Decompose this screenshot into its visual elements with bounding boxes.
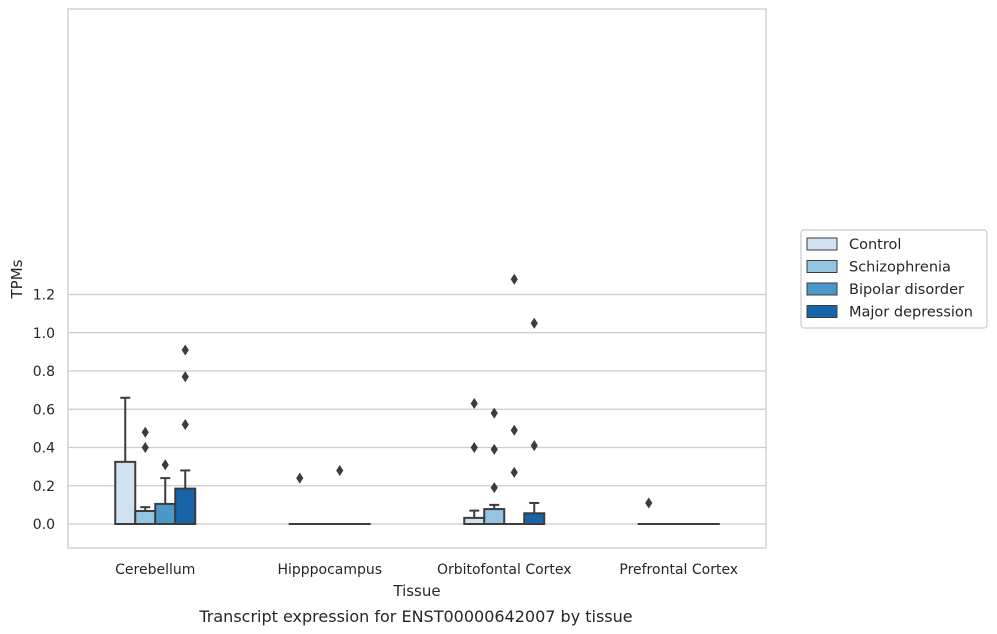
y-tick-label: 1.0 [33, 326, 55, 342]
y-tick-label: 0.0 [33, 517, 55, 533]
legend-frame [800, 229, 988, 329]
outlier-point [510, 424, 518, 436]
box-major-depression [174, 487, 197, 525]
outlier-point [470, 442, 478, 453]
x-axis-label: Tissue [392, 582, 440, 600]
legend: Control Schizophrenia Bipolar disorder Majo… [800, 229, 988, 329]
outlier-point [141, 442, 149, 453]
box-schizophrenia [483, 508, 506, 525]
y-tick-label: 1.2 [33, 288, 55, 304]
y-axis-label: TPMs [8, 259, 26, 299]
box-bipolar-disorder [154, 502, 177, 526]
y-tick-label: 0.6 [33, 402, 55, 418]
outlier-point [510, 466, 518, 478]
y-tick-label: 0.8 [33, 364, 55, 380]
legend-label: Major depression [849, 305, 973, 321]
outliers [141, 273, 653, 509]
x-tick-label: Hipppocampus [277, 562, 382, 578]
boxes [114, 396, 720, 526]
outlier-point [490, 407, 498, 419]
outlier-point [296, 472, 304, 484]
x-axis-ticks: Cerebellum Hipppocampus Orbitofontal Corte… [115, 562, 738, 578]
legend-label: Control [849, 237, 901, 253]
x-tick-label: Cerebellum [115, 562, 195, 578]
y-axis-ticks: 0.0 0.2 0.4 0.6 0.8 1.0 1.2 [33, 288, 55, 534]
outlier-point [470, 398, 478, 410]
legend-swatch [806, 237, 838, 251]
legend-swatch [806, 260, 838, 273]
outlier-point [181, 371, 189, 383]
grid-lines [68, 293, 766, 525]
outlier-point [490, 482, 498, 494]
box-major-depression [523, 512, 546, 525]
outlier-point [141, 426, 149, 438]
x-tick-label: Prefrontal Cortex [619, 562, 738, 578]
legend-label: Schizophrenia [849, 260, 951, 276]
outlier-point [490, 443, 498, 455]
outlier-point [645, 497, 653, 509]
legend-swatch [806, 282, 838, 296]
outlier-point [530, 317, 538, 329]
chart-caption: Transcript expression for ENST0000064200… [198, 607, 632, 626]
box-schizophrenia [134, 509, 157, 525]
outlier-point [510, 273, 518, 285]
outlier-point [181, 344, 189, 356]
outlier-point [530, 440, 538, 452]
outlier-point [336, 464, 344, 476]
legend-swatch [806, 305, 838, 318]
y-tick-label: 0.4 [33, 441, 55, 457]
plot-frame [67, 8, 767, 549]
legend-label: Bipolar disorder [849, 282, 964, 298]
outlier-point [161, 459, 169, 471]
x-tick-label: Orbitofontal Cortex [437, 562, 572, 578]
outlier-point [181, 419, 189, 431]
y-tick-label: 0.2 [33, 479, 55, 495]
box-control [114, 460, 137, 525]
